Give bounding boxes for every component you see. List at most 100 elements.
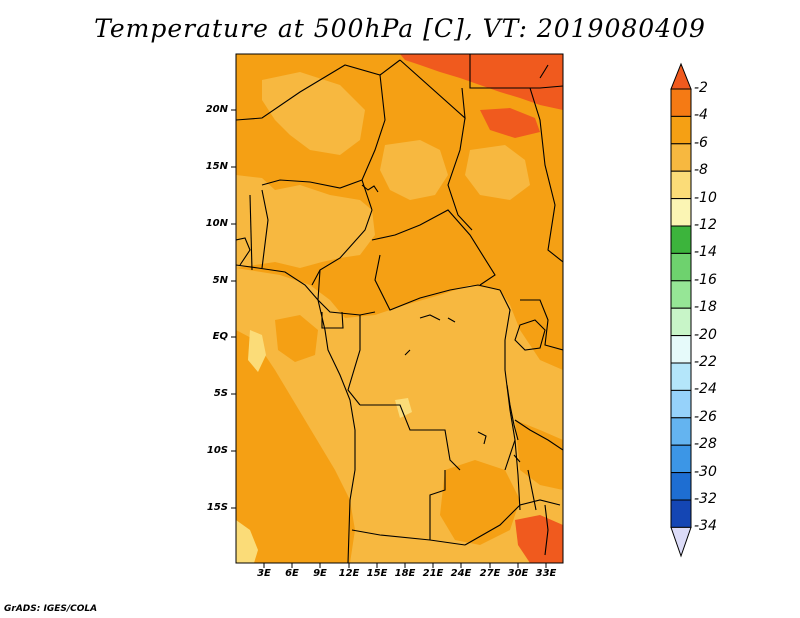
colorbar-swatch-13	[670, 417, 692, 446]
field-region-pale-south	[236, 520, 258, 563]
border-nigeria-north	[261, 179, 363, 189]
colorbar-swatch-15	[670, 472, 692, 501]
lon-label-9e: 9E	[313, 568, 327, 579]
colorbar-label-minus-8: -8	[694, 162, 708, 178]
lon-label-15e: 15E	[366, 568, 388, 579]
field-region-zambia	[440, 460, 520, 545]
lon-label-27e: 27E	[479, 568, 501, 579]
border-tanzania	[514, 419, 563, 451]
border-niger-chad	[361, 74, 386, 211]
lake-victoria	[514, 319, 546, 351]
border-gabon	[321, 311, 344, 329]
colorbar-swatch-14	[670, 444, 692, 474]
field-region-east-warm	[515, 420, 563, 490]
colorbar-swatch-5	[670, 198, 692, 227]
border-benin	[261, 189, 269, 269]
lon-label-24e: 24E	[450, 568, 472, 579]
lat-ticks	[231, 109, 236, 509]
colorbar-label-minus-24: -24	[694, 381, 717, 397]
field-region-chad	[380, 140, 448, 200]
border-nile	[361, 184, 379, 193]
colorbar-label-minus-28: -28	[694, 436, 717, 452]
field-region-southeast-hot	[515, 515, 563, 563]
border-algeria-mali	[236, 59, 401, 121]
border-angola-namibia	[351, 529, 466, 546]
colorbar-swatch-12	[670, 389, 692, 419]
lon-label-12e: 12E	[338, 568, 360, 579]
colorbar-swatch-7	[670, 252, 692, 282]
lat-label-10s: 10S	[206, 445, 228, 456]
lon-label-30e: 30E	[507, 568, 529, 579]
border-cameroon-congo	[317, 269, 376, 316]
colorbar-label-minus-14: -14	[694, 244, 717, 260]
lake-tanganyika	[506, 384, 519, 441]
colorbar-swatch-10	[670, 335, 692, 364]
border-guinea-gulf	[236, 237, 251, 266]
lat-label-15n: 15N	[205, 161, 228, 172]
colorbar-swatch-9	[670, 307, 692, 337]
field-region-hot-patch	[480, 108, 540, 138]
field-region-west-africa	[236, 175, 375, 268]
lat-label-5s: 5S	[213, 388, 228, 399]
colorbar-swatch-2	[670, 115, 692, 145]
field-region-north-light	[262, 72, 365, 155]
colorbar-label-minus-26: -26	[694, 409, 717, 425]
colorbar-swatch-1	[670, 88, 692, 117]
colorbar-swatch-16	[670, 499, 692, 528]
border-nigeria-cameroon	[311, 209, 373, 286]
colorbar-label-minus-6: -6	[694, 135, 708, 151]
field-region-northeast-hot	[400, 54, 563, 110]
colorbar-label-minus-32: -32	[694, 491, 717, 507]
border-togo	[249, 194, 253, 271]
lon-label-21e: 21E	[422, 568, 444, 579]
lat-label-10n: 10N	[205, 218, 228, 229]
field-region-atlantic-warm	[236, 330, 355, 563]
footer-credit: GrADS: IGES/COLA	[4, 604, 98, 614]
colorbar-swatch-8	[670, 280, 692, 309]
lon-label-6e: 6E	[285, 568, 299, 579]
border-car-south	[374, 254, 501, 311]
lon-label-33e: 33E	[535, 568, 557, 579]
lat-label-5n: 5N	[212, 275, 228, 286]
colorbar-label-minus-12: -12	[694, 217, 717, 233]
country-borders	[236, 54, 563, 563]
lat-label-20n: 20N	[205, 104, 228, 115]
colorbar-label-minus-22: -22	[694, 354, 717, 370]
field-region-gabon-warm	[275, 315, 318, 362]
border-libya-egypt	[469, 54, 563, 89]
border-west-coast	[236, 264, 319, 301]
colorbar-swatch-4	[670, 170, 692, 200]
colorbar-label-minus-20: -20	[694, 327, 717, 343]
field-region-pale-central	[395, 398, 412, 418]
border-chad-sudan	[447, 117, 473, 231]
colorbar-label-minus-2: -2	[694, 80, 708, 96]
lat-label-eq: EQ	[212, 331, 228, 342]
red-sea-coast	[539, 64, 549, 79]
border-mozambique	[544, 504, 549, 556]
kivu-marks	[477, 431, 521, 463]
colorbar-swatch-3	[670, 143, 692, 172]
border-congo-drc	[347, 315, 361, 406]
map-title: Temperature at 500hPa [C], VT: 201908040…	[94, 14, 706, 43]
border-malawi	[514, 439, 521, 511]
colorbar-label-minus-10: -10	[694, 190, 717, 206]
colorbar-swatch-6	[670, 225, 692, 254]
colorbar-label-minus-18: -18	[694, 299, 717, 315]
colorbar-label-minus-30: -30	[694, 464, 717, 480]
temperature-field	[236, 54, 563, 563]
lat-label-15s: 15S	[206, 502, 228, 513]
colorbar	[670, 62, 692, 558]
border-coast-atlantic	[317, 299, 356, 563]
colorbar-bottom-arrow	[670, 526, 692, 558]
border-car-north	[371, 209, 496, 286]
map-frame	[235, 53, 564, 564]
border-angola-drc	[360, 404, 461, 471]
field-region-sudan-light	[465, 145, 530, 200]
colorbar-top-arrow	[670, 62, 692, 90]
colorbar-label-minus-4: -4	[694, 107, 708, 123]
lake-malawi	[527, 469, 537, 511]
colorbar-label-minus-16: -16	[694, 272, 717, 288]
border-angola-zambia	[429, 470, 446, 540]
lon-ticks	[263, 563, 547, 568]
